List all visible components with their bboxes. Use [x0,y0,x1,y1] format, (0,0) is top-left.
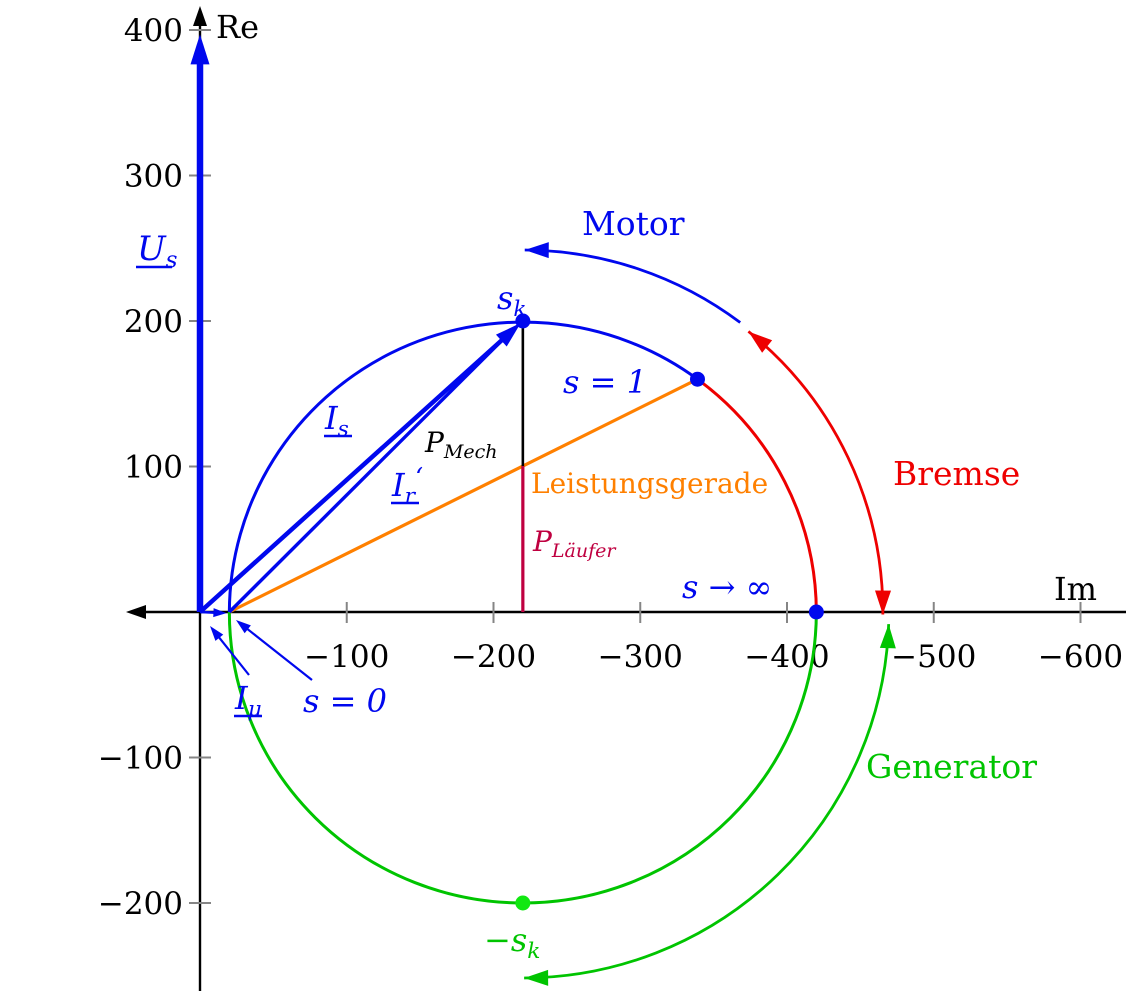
re-axis-arrowhead [193,6,207,26]
y-tick-label--200: −200 [98,886,183,922]
im-axis-label: Im [1054,570,1097,608]
generator-region-arrow-head-end [524,969,549,986]
ir-vector-head [497,323,519,346]
y-tick-label-300: 300 [124,159,183,195]
x-tick-label--400: −400 [744,639,829,675]
point-s-infinity [808,604,824,620]
x-tick-label--500: −500 [891,639,976,675]
s0-label: s = 0 [303,682,387,720]
y-tick-label-200: 200 [124,304,183,340]
generator-region-arrow-head-start [879,624,896,649]
im-axis-arrowhead [126,605,146,619]
x-tick-label--200: −200 [451,639,536,675]
motor-region-arrow-head-start [524,242,549,259]
us-vector-head [190,34,210,65]
brake-region-arrow [747,330,885,615]
motor-label: Motor [582,204,685,243]
minus-sk-label: −sk [484,921,540,964]
sk-label: sk [497,279,527,322]
s0-pointer-arrow-shaft [245,627,313,681]
s-infinity-label: s → ∞ [682,568,772,606]
x-tick-label--100: −100 [304,639,389,675]
s1-label: s = 1 [563,363,647,401]
y-tick-label--100: −100 [98,741,183,777]
circle-arc-brake [696,377,818,613]
point-sk [515,313,531,329]
brake-region-arrow-head-end [875,590,892,615]
generator-label: Generator [866,747,1037,786]
brake-region-arrow-head-start [748,331,773,353]
y-tick-label-400: 400 [124,13,183,49]
x-tick-label--300: −300 [598,639,683,675]
y-tick-label-100: 100 [124,450,183,486]
x-tick-label--600: −600 [1038,639,1123,675]
re-axis-label: Re [216,8,259,46]
ir-vector-shaft [228,337,505,614]
imu-vector-shaft [199,610,216,614]
leistungsgerade-line [228,377,699,614]
leistungsgerade-label: Leistungsgerade [531,467,768,500]
generator-region-arrow [524,624,891,980]
imu-vector-head [213,608,227,618]
s0-pointer-arrow-head [236,620,251,634]
circle-arc-motor [227,320,699,613]
imu-pointer-arrow-shaft [217,635,250,676]
point-minus-sk [515,895,531,911]
bremse-label: Bremse [893,454,1020,493]
motor-region-arrow [524,248,742,324]
p-mech-label: PMech [424,426,498,463]
p-laeufer-label: PLäufer [532,525,617,562]
imu-pointer-arrow-head [210,626,224,641]
point-s-equals-1 [689,371,705,387]
is-label: Is [324,399,349,442]
is-vector-shaft [198,337,505,614]
